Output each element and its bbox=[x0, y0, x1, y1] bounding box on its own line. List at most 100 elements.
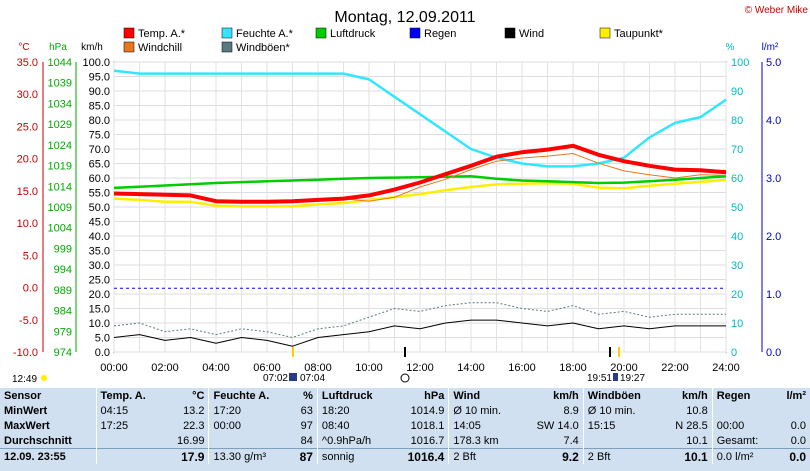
legend-swatch bbox=[123, 41, 135, 53]
tick-wind: 20.0 bbox=[89, 289, 110, 301]
tick-wind: 35.0 bbox=[89, 246, 110, 258]
stats-cell: N 28.5 bbox=[675, 419, 708, 432]
tick-hum: 10 bbox=[731, 318, 743, 330]
axis-unit-rain: l/m² bbox=[762, 42, 779, 53]
tick-wind: 0.0 bbox=[95, 347, 110, 359]
axis-ticks: 35.0 30.0 25.0 20.0 15.0 10.0 5.0 0.0 -5.0 -10.0 1… bbox=[13, 57, 781, 359]
tick-wind: 55.0 bbox=[89, 188, 110, 200]
legend-swatch bbox=[123, 27, 135, 39]
stats-cell: Wind bbox=[448, 388, 520, 403]
axis-unit-temp: °C bbox=[18, 42, 29, 53]
x-tick-label: 20:00 bbox=[610, 362, 638, 374]
tick-hum: 50 bbox=[731, 202, 743, 214]
marker-other2: 19:27 bbox=[620, 373, 645, 384]
stats-cell: 84 bbox=[300, 434, 313, 447]
tick-wind: 45.0 bbox=[89, 217, 110, 229]
sunrise-icon bbox=[289, 373, 297, 381]
stats-header-row: Sensor Temp. A. °C Feuchte A.% Luftdruck hPa W… bbox=[0, 388, 810, 403]
tick-wind: 30.0 bbox=[89, 260, 110, 272]
legend-swatch bbox=[504, 27, 516, 39]
tick-hum: 20 bbox=[731, 289, 743, 301]
axis-unit-hum: % bbox=[726, 42, 735, 53]
stats-cell: 10.1 bbox=[686, 434, 708, 447]
stats-cell bbox=[582, 433, 661, 449]
tick-press: 974 bbox=[54, 347, 72, 359]
stats-cell: sonnig bbox=[316, 448, 392, 464]
x-tick-label: 22:00 bbox=[661, 362, 689, 374]
stats-cell: Feuchte A. bbox=[208, 388, 290, 403]
tick-wind: 100.0 bbox=[82, 57, 110, 69]
tick-wind: 80.0 bbox=[89, 115, 110, 127]
tick-hum: 40 bbox=[731, 231, 743, 243]
stats-cell: 87 bbox=[289, 448, 318, 464]
tick-wind: 40.0 bbox=[89, 231, 110, 243]
tick-hum: 80 bbox=[731, 115, 743, 127]
stats-cell: Regen bbox=[711, 388, 776, 403]
series-lines bbox=[113, 69, 727, 347]
stats-cell: 17:25 bbox=[95, 418, 164, 433]
marker-time_now: 12:49 bbox=[12, 374, 37, 385]
marker-other1: 19:51 bbox=[587, 373, 612, 384]
legend-label: Wind bbox=[519, 28, 544, 40]
x-tick-label: 00:00 bbox=[100, 362, 128, 374]
tick-press: 1029 bbox=[48, 119, 72, 131]
x-tick-label: 04:00 bbox=[202, 362, 230, 374]
tick-press: 1009 bbox=[48, 202, 72, 214]
legend-label: Luftdruck bbox=[330, 28, 376, 40]
chart-title: Montag, 12.09.2011 bbox=[334, 9, 475, 26]
stats-cell: Luftdruck bbox=[316, 388, 392, 403]
stats-cell: 13.2 bbox=[183, 404, 205, 417]
stats-cell: 0.0 bbox=[790, 419, 806, 432]
tick-wind: 10.0 bbox=[89, 318, 110, 330]
stats-cell: 13.30 g/m³ bbox=[208, 448, 290, 464]
stats-cell: 22.3 bbox=[183, 419, 205, 432]
tick-temp: -10.0 bbox=[13, 347, 38, 359]
stats-cell: 0.0 bbox=[775, 448, 810, 464]
stats-cell: 10.8 bbox=[686, 404, 708, 417]
stats-cell: Ø 10 min. bbox=[582, 403, 661, 418]
stats-cell bbox=[95, 433, 164, 449]
stats-cell: 00:00 bbox=[208, 418, 290, 433]
stats-cell bbox=[95, 448, 164, 464]
stats-cell: MaxWert bbox=[4, 419, 50, 432]
stats-cell: 7.4 bbox=[563, 434, 579, 447]
tick-temp: 20.0 bbox=[17, 154, 38, 166]
stats-cell: 1016.7 bbox=[410, 434, 445, 447]
tick-wind: 85.0 bbox=[89, 101, 110, 113]
axis-units: °C hPa km/h% l/m² bbox=[18, 42, 779, 53]
tick-rain: 3.0 bbox=[766, 173, 781, 185]
stats-cell: 2 Bft bbox=[448, 448, 520, 464]
tick-press: 1014 bbox=[48, 181, 72, 193]
stats-cell: 0.0 bbox=[790, 434, 806, 447]
tick-rain: 0.0 bbox=[766, 347, 781, 359]
stats-cell: SW 14.0 bbox=[536, 419, 579, 432]
time-markers: 12:49 07:02 07:04 19:51 19:27 bbox=[12, 347, 645, 385]
tick-press: 994 bbox=[54, 264, 72, 276]
tick-rain: 2.0 bbox=[766, 231, 781, 243]
x-tick-label: 08:00 bbox=[304, 362, 332, 374]
tick-wind: 25.0 bbox=[89, 275, 110, 287]
tick-wind: 95.0 bbox=[89, 72, 110, 84]
stats-cell: MinWert bbox=[4, 404, 48, 417]
stats-row: MaxWert 17:25 22.3 00:00 97 08:40 1018.1 14:05 S… bbox=[0, 418, 810, 433]
stats-panel: Sensor Temp. A. °C Feuchte A.% Luftdruck hPa W… bbox=[0, 388, 810, 471]
tick-wind: 50.0 bbox=[89, 202, 110, 214]
tick-hum: 30 bbox=[731, 260, 743, 272]
stats-cell: 15:15 bbox=[582, 418, 661, 433]
stats-cell: 17.9 bbox=[163, 448, 209, 464]
stats-cell: 12.09. 23:55 bbox=[0, 448, 97, 464]
x-tick-label: 18:00 bbox=[559, 362, 587, 374]
tick-press: 1024 bbox=[48, 140, 72, 152]
legend: Temp. A.* Feuchte A.* Luftdruck Regen Wind Ta… bbox=[123, 27, 664, 54]
legend-label: Taupunkt* bbox=[614, 28, 664, 40]
series-wind bbox=[113, 319, 726, 347]
stats-cell: 0.0 l/m² bbox=[711, 448, 776, 464]
legend-label: Windchill bbox=[138, 42, 182, 54]
stats-cell: Windböen bbox=[582, 388, 661, 403]
legend-swatch bbox=[221, 27, 233, 39]
legend-label: Temp. A.* bbox=[138, 28, 186, 40]
grid bbox=[113, 61, 727, 353]
tick-press: 979 bbox=[54, 326, 72, 338]
legend-swatch bbox=[221, 41, 233, 53]
axis-unit-wind: km/h bbox=[81, 42, 103, 53]
